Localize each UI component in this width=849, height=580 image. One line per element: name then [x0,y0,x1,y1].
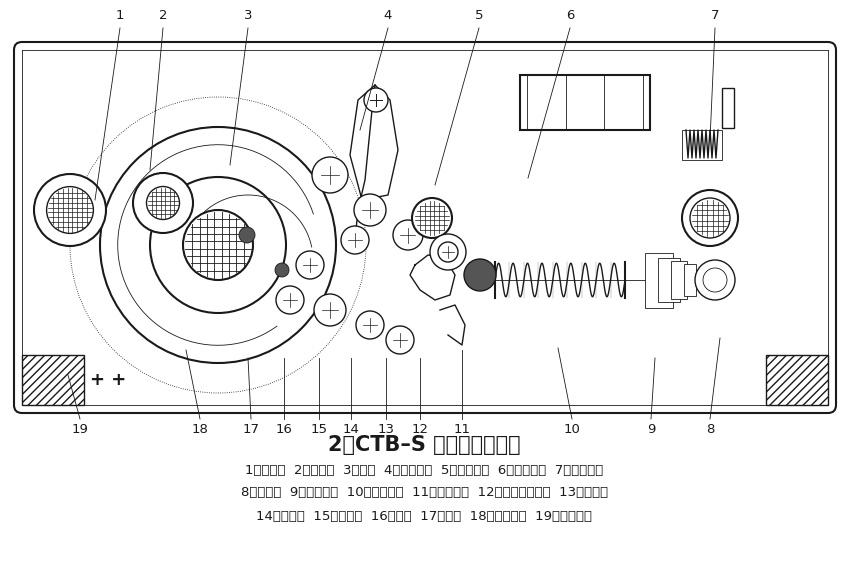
Text: 11: 11 [453,423,470,436]
Circle shape [364,88,388,112]
Text: 3: 3 [244,9,252,22]
Circle shape [690,198,730,238]
Text: 8: 8 [706,423,714,436]
Circle shape [341,226,369,254]
Text: 19: 19 [71,423,88,436]
Circle shape [682,190,738,246]
Circle shape [296,251,324,279]
Text: 14、驱动块  15、储能轴  16、凸轮  17大齿轮  18、合闸线圈  19、左右侧板: 14、驱动块 15、储能轴 16、凸轮 17大齿轮 18、合闸线圈 19、左右侧… [256,509,593,523]
Bar [722,88,734,128]
Text: 2、CTB–S 型弹簧操动机构: 2、CTB–S 型弹簧操动机构 [329,435,520,455]
Text: 8、挂簧轴  9、按装方块  10、合闸弹簧  11、合闸半轴  12、储能保持摴子  13、驱动爪: 8、挂簧轴 9、按装方块 10、合闸弹簧 11、合闸半轴 12、储能保持摴子 1… [241,487,608,499]
Text: 2: 2 [159,9,167,22]
Circle shape [464,259,496,291]
Bar [684,264,696,296]
Bar [658,258,680,302]
Circle shape [314,294,346,326]
Text: 6: 6 [565,9,574,22]
Circle shape [147,187,179,219]
Text: 13: 13 [378,423,395,436]
Circle shape [438,242,458,262]
Circle shape [34,174,106,246]
Circle shape [150,177,286,313]
Bar [645,252,673,307]
Text: 4: 4 [384,9,392,22]
Bar [520,75,650,130]
Text: 1: 1 [115,9,124,22]
Text: + +: + + [90,371,127,389]
Circle shape [47,187,93,233]
Text: 5: 5 [475,9,483,22]
Circle shape [393,220,423,250]
Text: 17: 17 [243,423,260,436]
Circle shape [133,173,193,233]
Circle shape [100,127,336,363]
Text: 15: 15 [311,423,328,436]
Bar [682,130,722,160]
Bar [22,355,84,405]
Circle shape [276,286,304,314]
Text: 7: 7 [711,9,719,22]
Bar [766,355,828,405]
Circle shape [703,268,727,292]
Bar [671,261,687,299]
Circle shape [239,227,255,243]
Text: 12: 12 [412,423,429,436]
Circle shape [312,157,348,193]
Circle shape [275,263,289,277]
Circle shape [430,234,466,270]
Circle shape [412,198,452,238]
Circle shape [356,311,384,339]
Text: 10: 10 [564,423,581,436]
Circle shape [183,210,253,280]
Text: 1、支撇杆  2、小齿轮  3、齿轮  4、输出拐臂  5、分闸摴子  6、分闸半轴  7、过流线圈: 1、支撇杆 2、小齿轮 3、齿轮 4、输出拐臂 5、分闸摴子 6、分闸半轴 7、… [245,463,604,477]
Text: 16: 16 [276,423,292,436]
Circle shape [386,326,414,354]
Text: 9: 9 [647,423,655,436]
Circle shape [695,260,735,300]
Circle shape [354,194,386,226]
Text: 18: 18 [192,423,209,436]
Text: 14: 14 [342,423,359,436]
FancyBboxPatch shape [14,42,836,413]
